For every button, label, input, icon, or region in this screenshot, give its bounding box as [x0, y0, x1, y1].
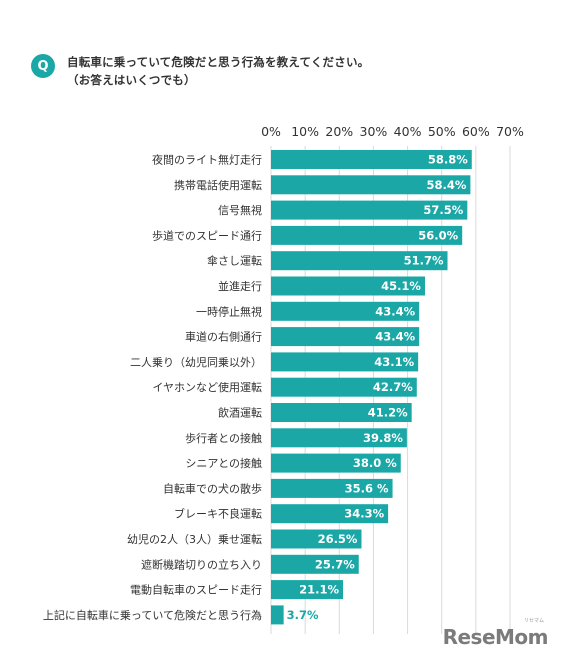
question-note: （お答えはいくつでも）: [67, 73, 196, 87]
bar: [271, 403, 412, 422]
data-label: 43.1%: [374, 355, 414, 369]
x-tick-label: 10%: [291, 124, 319, 139]
category-label: 傘さし運転: [207, 255, 262, 268]
x-tick-label: 20%: [325, 124, 353, 139]
bar: [271, 276, 425, 296]
bar: [271, 428, 407, 448]
data-label: 56.0%: [418, 228, 458, 242]
bar: [271, 150, 472, 169]
x-tick-label: 70%: [496, 124, 524, 139]
category-label: 一時停止無視: [196, 304, 262, 318]
bar: [271, 554, 359, 574]
data-label: 34.3%: [344, 507, 384, 521]
bar: [271, 175, 471, 195]
data-label: 38.0 %: [353, 456, 397, 470]
bar: [271, 225, 463, 245]
question-badge: Q: [31, 54, 55, 78]
category-label: 歩行者との接触: [185, 431, 262, 445]
category-label: 幼児の2人（3人）乗せ運転: [127, 533, 262, 546]
bar: [271, 327, 420, 347]
data-label: 45.1%: [381, 279, 421, 293]
bar: [271, 504, 389, 524]
category-label: 歩道でのスピード通行: [152, 228, 262, 242]
bar: [271, 529, 362, 549]
bar: [271, 580, 344, 600]
category-label: 遮断機踏切りの立ち入り: [141, 557, 262, 571]
category-label: 二人乗り（幼児同乗以外）: [130, 356, 262, 369]
data-label: 3.7%: [287, 608, 319, 622]
question-text: 自転車に乗っていて危険だと思う行為を教えてください。: [67, 55, 370, 69]
category-label: 車道の右側通行: [185, 330, 262, 344]
bar: [271, 453, 401, 473]
x-tick-label: 0%: [261, 124, 281, 139]
category-label: 自転車での犬の散歩: [163, 481, 262, 495]
category-label: イヤホンなど使用運転: [152, 381, 262, 394]
data-label: 35.6 %: [345, 481, 389, 495]
category-label: 上記に自転車に乗っていて危険だと思う行為: [43, 608, 262, 622]
category-label: 夜間のライト無灯走行: [152, 153, 262, 167]
data-label: 43.4%: [375, 304, 415, 318]
data-label: 43.4%: [375, 330, 415, 344]
x-tick-label: 40%: [394, 124, 422, 139]
data-label: 58.8%: [428, 153, 468, 167]
data-label: 39.8%: [363, 431, 403, 445]
data-label: 41.2%: [368, 406, 408, 420]
category-label: 飲酒運転: [218, 406, 262, 420]
bar: [271, 301, 420, 321]
bar: [271, 200, 468, 220]
category-label: 信号無視: [218, 203, 262, 217]
x-tick-label: 60%: [462, 124, 490, 139]
category-label: ブレーキ不良運転: [174, 507, 262, 521]
data-label: 26.5%: [318, 532, 358, 546]
data-label: 21.1%: [299, 583, 339, 597]
data-label: 58.4%: [426, 178, 466, 192]
bar: [271, 605, 284, 625]
category-label: 携帯電話使用運転: [174, 178, 262, 192]
watermark-logo: ReseMom: [442, 625, 549, 649]
bar: [271, 478, 393, 498]
data-label: 57.5%: [423, 203, 463, 217]
category-label: 並進走行: [218, 279, 262, 293]
bar: [271, 377, 417, 397]
data-label: 42.7%: [373, 380, 413, 394]
category-label: シニアとの接触: [185, 456, 262, 470]
bar: [271, 251, 448, 271]
category-label: 電動自転車のスピード走行: [130, 583, 262, 597]
data-label: 51.7%: [404, 254, 444, 268]
bar: [271, 352, 419, 372]
x-tick-label: 50%: [428, 124, 456, 139]
data-label: 25.7%: [315, 557, 355, 571]
watermark-sub: リセマム: [523, 618, 544, 624]
x-tick-label: 30%: [360, 124, 388, 139]
